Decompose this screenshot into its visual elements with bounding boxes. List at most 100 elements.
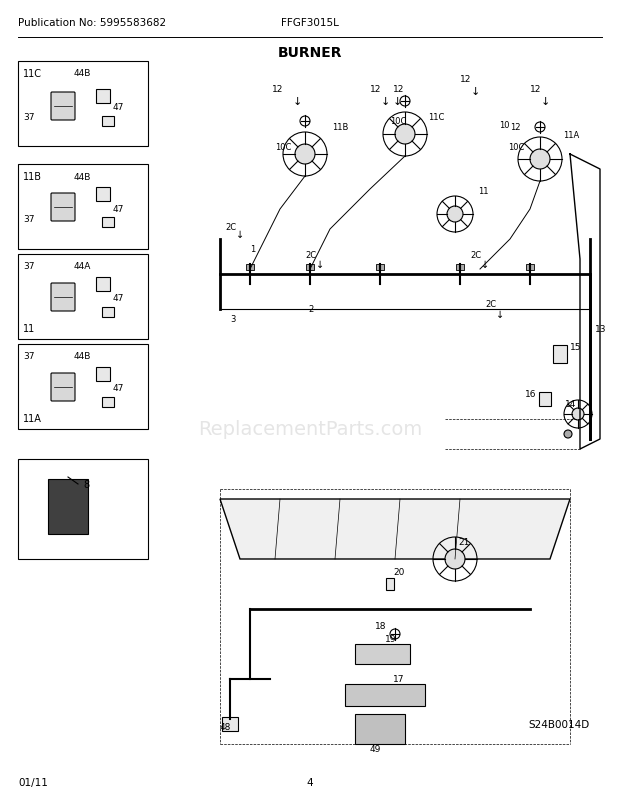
Text: 10C: 10C (390, 117, 406, 127)
Text: 10: 10 (499, 121, 510, 131)
Text: 44A: 44A (74, 262, 91, 271)
Circle shape (447, 207, 463, 223)
Bar (345, 684, 425, 706)
Text: ReplacementParts.com: ReplacementParts.com (198, 420, 422, 439)
Text: 2C: 2C (225, 222, 236, 231)
Text: 21: 21 (458, 538, 469, 547)
Text: 44B: 44B (74, 172, 91, 181)
Bar (553, 346, 567, 363)
Text: ↓: ↓ (236, 229, 244, 240)
Text: 44B: 44B (74, 352, 91, 361)
Text: 11C: 11C (23, 69, 42, 79)
Text: 12: 12 (530, 85, 541, 95)
Text: 15: 15 (570, 343, 582, 352)
Text: ↓: ↓ (496, 310, 504, 320)
Text: 14: 14 (565, 400, 577, 409)
Text: 11: 11 (478, 187, 489, 196)
FancyBboxPatch shape (51, 284, 75, 312)
Text: 11A: 11A (23, 414, 42, 423)
Text: 11C: 11C (428, 113, 445, 123)
Text: 47: 47 (113, 384, 125, 393)
Bar (376, 265, 384, 270)
Text: 12: 12 (460, 75, 471, 84)
Text: 2C: 2C (485, 300, 496, 309)
Text: ↓: ↓ (541, 97, 551, 107)
Text: 01/11: 01/11 (18, 777, 48, 787)
Text: 47: 47 (113, 294, 125, 303)
Bar (48, 480, 88, 534)
Text: 18: 18 (375, 622, 386, 630)
Text: 37: 37 (23, 112, 35, 121)
Bar (539, 392, 551, 407)
Text: ↓: ↓ (381, 97, 391, 107)
Bar (18, 255, 148, 339)
Text: 19: 19 (385, 634, 397, 644)
Text: FFGF3015L: FFGF3015L (281, 18, 339, 28)
Text: 47: 47 (113, 205, 125, 213)
Text: 11A: 11A (563, 131, 579, 140)
Text: 47: 47 (113, 103, 125, 111)
Text: 44B: 44B (74, 70, 91, 79)
Text: 49: 49 (370, 744, 381, 754)
Bar (18, 62, 148, 147)
Text: 12: 12 (272, 85, 283, 95)
Bar (355, 644, 410, 664)
Text: 37: 37 (23, 352, 35, 361)
Text: 10C: 10C (275, 144, 291, 152)
Bar (306, 265, 314, 270)
Text: ↓: ↓ (471, 87, 480, 97)
Circle shape (530, 150, 550, 170)
Text: 37: 37 (23, 215, 35, 225)
Bar (96, 90, 110, 104)
Bar (102, 117, 114, 127)
Bar (102, 217, 114, 228)
Text: 11B: 11B (332, 124, 348, 132)
Bar (355, 714, 405, 744)
Bar (18, 164, 148, 249)
Bar (526, 265, 534, 270)
Text: 3: 3 (230, 315, 236, 324)
Text: 48: 48 (220, 723, 231, 731)
FancyBboxPatch shape (51, 374, 75, 402)
Bar (96, 188, 110, 202)
Bar (96, 277, 110, 292)
Text: 13: 13 (595, 325, 606, 334)
Text: 8: 8 (83, 480, 89, 489)
Text: 17: 17 (393, 674, 404, 683)
Circle shape (572, 408, 584, 420)
Bar (96, 367, 110, 382)
Text: 1: 1 (250, 245, 255, 254)
Text: 16: 16 (525, 390, 536, 399)
Bar (456, 265, 464, 270)
Circle shape (295, 145, 315, 164)
FancyBboxPatch shape (51, 93, 75, 121)
Bar (102, 398, 114, 407)
Text: Publication No: 5995583682: Publication No: 5995583682 (18, 18, 166, 28)
Text: BURNER: BURNER (278, 46, 342, 60)
Text: ↓: ↓ (316, 260, 324, 269)
Text: 11B: 11B (23, 172, 42, 182)
Text: 12: 12 (510, 124, 521, 132)
Text: 2C: 2C (305, 250, 316, 259)
Text: 11: 11 (23, 323, 35, 334)
Circle shape (445, 549, 465, 569)
Circle shape (564, 431, 572, 439)
Text: 4: 4 (307, 777, 313, 787)
Circle shape (395, 125, 415, 145)
Text: ↓: ↓ (393, 97, 402, 107)
Bar (386, 578, 394, 590)
Text: 37: 37 (23, 262, 35, 271)
Bar (222, 717, 238, 731)
Text: S24B0014D: S24B0014D (529, 719, 590, 729)
Polygon shape (220, 500, 570, 559)
Text: ↓: ↓ (481, 260, 489, 269)
Text: 12: 12 (370, 85, 381, 95)
Text: 12: 12 (393, 85, 404, 95)
Bar (18, 460, 148, 559)
Text: 2: 2 (308, 305, 313, 314)
Text: 20: 20 (393, 568, 404, 577)
FancyBboxPatch shape (51, 194, 75, 221)
Bar (18, 345, 148, 429)
Text: 2C: 2C (470, 250, 481, 259)
Bar (102, 308, 114, 318)
